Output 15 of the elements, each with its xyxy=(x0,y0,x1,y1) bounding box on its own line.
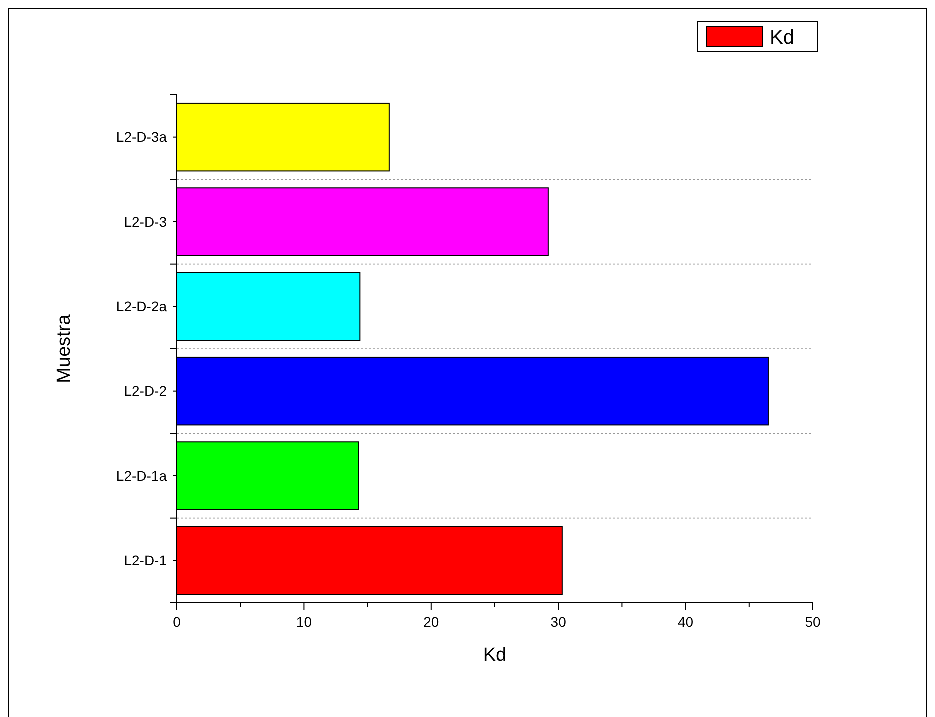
y-tick-label: L2-D-1a xyxy=(116,468,168,484)
x-tick-label: 10 xyxy=(296,614,312,630)
x-tick-label: 50 xyxy=(805,614,821,630)
y-tick-label: L2-D-2a xyxy=(116,298,168,315)
legend-label: Kd xyxy=(770,27,794,49)
x-tick-label: 40 xyxy=(678,614,694,630)
y-axis-title: Muestra xyxy=(54,314,75,384)
y-tick-label: L2-D-3 xyxy=(124,214,168,230)
y-tick-label: L2-D-1 xyxy=(124,552,168,569)
y-tick-label: L2-D-3a xyxy=(116,129,168,146)
y-tick-label: L2-D-2 xyxy=(124,383,168,400)
x-tick-label: 30 xyxy=(550,614,567,630)
x-tick-label: 0 xyxy=(173,614,182,630)
x-tick-label: 20 xyxy=(424,614,440,630)
x-axis-title: Kd xyxy=(483,645,507,666)
